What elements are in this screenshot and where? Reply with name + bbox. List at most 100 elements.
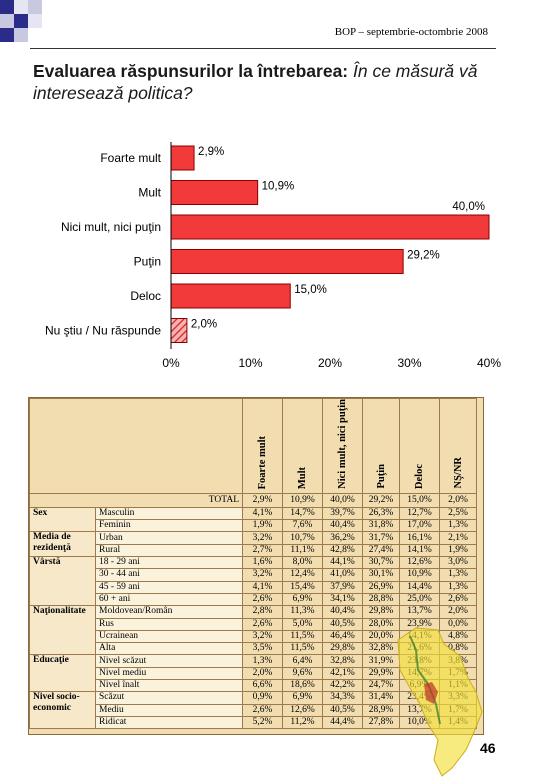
cell-value: 12,4% [282,568,323,582]
total-value: 40,0% [322,492,363,508]
column-header-text: NŞ/NR [452,457,464,489]
x-tick-label: 20% [318,356,342,370]
decor-square [14,14,28,28]
x-tick-label: 40% [477,356,501,370]
total-value: 2,9% [242,492,283,508]
cell-value: 1,3% [439,568,477,582]
cell-value: 40,4% [322,605,363,619]
cell-value: 14,4% [399,580,440,594]
table-row: 60 + ani 2,6% 6,9% 34,1% 28,8% 25,0% 2,6% [30,592,477,607]
total-value: 10,9% [282,492,323,508]
column-header-text: Puţin [375,464,387,489]
cell-value: 41,0% [322,568,363,582]
cell-value: 3,0% [439,556,477,570]
crosstab-table: Foarte mult Mult Nici mult, nici puţin Puţi… [28,397,484,735]
cell-value: 14,7% [282,506,323,521]
cell-value: 37,9% [322,580,363,594]
column-header: Puţin [362,398,400,494]
row-label: Ridicat [95,715,243,730]
cell-value: 40,4% [322,519,363,533]
cell-value: 2,6% [242,592,283,607]
total-value: 2,0% [439,492,477,508]
row-label: Scăzut [95,691,243,705]
table-row: Sex Masculin 4,1% 14,7% 39,7% 26,3% 12,7% 2,5% [29,506,477,533]
column-header: Deloc [399,398,440,494]
category-label: Nici mult, nici puţin [61,220,161,234]
decor-square [14,0,28,14]
cell-value: 3,2% [242,568,283,582]
value-label: 15,0% [294,284,327,296]
x-tick-label: 0% [162,356,180,370]
cell-value: 44,4% [322,715,363,730]
total-value: 15,0% [399,492,440,508]
bar-chart: Foarte mult 2,9% Mult 10,9% Nici mult, nici … [45,142,501,370]
category-label: Deloc [130,289,161,303]
cell-value: 39,7% [322,506,363,521]
bar-3 [170,249,404,274]
decor-square [0,28,14,42]
category-label: Mult [138,186,161,200]
cell-value: 0,9% [242,691,283,705]
cell-value: 40,5% [322,703,363,717]
cell-value: 40,5% [322,617,363,631]
group-label: Sex [29,506,96,533]
cell-value: 26,3% [362,506,400,521]
header-spacer [29,398,243,494]
cell-value: 4,1% [242,506,283,521]
cell-value: 42,2% [322,679,363,693]
table-row: Nivel socio-economic Scăzut 0,9% 6,9% 34,3% 3… [29,691,477,730]
cell-value: 10,9% [399,568,440,582]
row-label: 30 - 44 ani [95,568,243,582]
cell-value: 1,6% [242,556,283,570]
category-label: Foarte mult [100,151,161,165]
cell-value: 46,4% [322,629,363,644]
value-label: 40,0% [452,201,485,213]
total-row: TOTAL 2,9% 10,9% 40,0% 29,2% 15,0% 2,0% [29,492,477,508]
category-label: Nu ştiu / Nu răspunde [45,324,161,338]
bar-0 [170,145,195,171]
table-row: Feminin 1,9% 7,6% 40,4% 31,8% 17,0% 1,3% [30,519,477,533]
cell-value: 32,8% [362,642,400,656]
cell-value: 17,0% [399,519,440,533]
cell-value: 42,1% [322,666,363,681]
bar-4 [170,283,291,309]
value-label: 10,9% [262,181,295,193]
cell-value: 2,8% [242,605,283,619]
moldova-map-watermark [397,627,483,777]
column-header-text: Mult [297,466,308,489]
cell-value: 0,0% [439,617,477,631]
cell-value: 6,4% [282,654,323,668]
value-label: 29,2% [407,250,440,262]
column-header-text: Foarte mult [257,435,268,489]
bar-5 [170,318,188,343]
x-tick-label: 10% [238,356,262,370]
cell-value: 12,7% [399,506,440,521]
column-header: Mult [282,398,323,494]
total-label: TOTAL [29,492,243,508]
decor-square [28,0,42,14]
table-row: Naţionalitate Moldovean/Român 2,8% 11,3% 40,… [29,605,477,656]
row-label: Nivel înalt [95,679,243,693]
cell-value: 30,1% [362,568,400,582]
group-label: Nivel socio-economic [29,691,96,730]
value-label: 2,9% [198,146,224,158]
page-number: 46 [480,740,496,756]
cell-value: 30,7% [362,556,400,570]
decor-square [14,28,28,42]
cell-value: 32,8% [322,654,363,668]
total-value: 29,2% [362,492,400,508]
table-row: Rural 2,7% 11,1% 42,8% 27,4% 14,1% 1,9% [30,543,477,558]
table-row: 45 - 59 ani 4,1% 15,4% 37,9% 26,9% 14,4% 1,3% [30,580,477,594]
cell-value: 8,0% [282,556,323,570]
row-label: 45 - 59 ani [95,580,243,594]
cell-value: 31,4% [362,691,400,705]
row-label: Urban [95,531,243,545]
decor-square [0,0,14,14]
cell-value: 12,6% [399,556,440,570]
cell-value: 2,7% [242,543,283,558]
cell-value: 1,3% [242,654,283,668]
cell-value: 10,7% [282,531,323,545]
cell-value: 5,2% [242,715,283,730]
